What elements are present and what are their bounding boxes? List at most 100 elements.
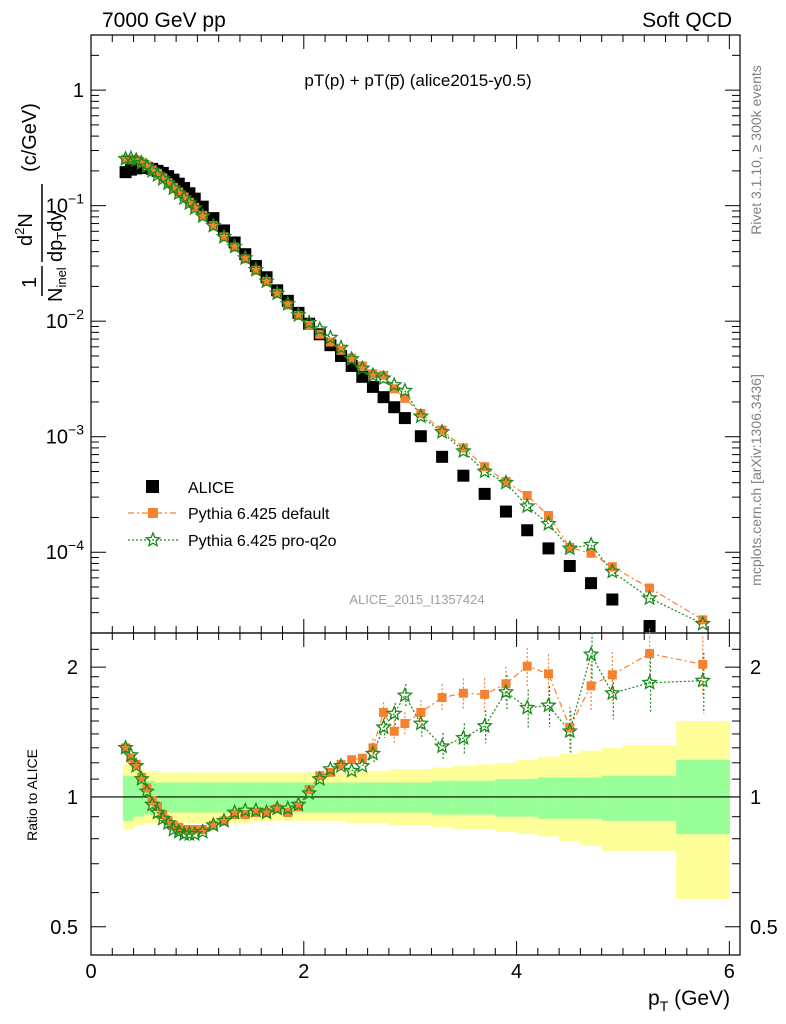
proq2o-point: [540, 515, 557, 531]
proq2o-point: [364, 366, 382, 383]
ratio-y-tick-label-right: 1: [750, 787, 761, 809]
default-point: [198, 210, 208, 220]
uncertainty-band-inner: [176, 782, 188, 813]
proq2o-ratio-point: [343, 762, 360, 778]
default-ratio-point: [522, 661, 532, 671]
default-point: [607, 562, 617, 572]
proq2o-ratio-point: [127, 757, 145, 773]
default-point: [142, 161, 152, 171]
default-point: [293, 310, 303, 320]
proq2o-point: [268, 284, 286, 301]
proq2o-ratio-point: [170, 823, 188, 839]
x-tick-label: 6: [724, 961, 735, 983]
alice-point: [414, 430, 427, 443]
proq2o-point: [433, 423, 451, 439]
default-ratio-point: [379, 707, 389, 717]
proq2o-point: [694, 615, 712, 631]
default-point: [645, 583, 655, 593]
proq2o-point: [215, 228, 233, 244]
uncertainty-band-inner: [197, 782, 209, 813]
x-tick-label: 4: [511, 961, 522, 983]
default-ratio-point: [437, 693, 447, 703]
y-tick-label: 10−4: [46, 537, 84, 564]
proq2o-ratio-point: [582, 645, 600, 662]
default-ratio-point: [698, 659, 708, 669]
default-ratio-point: [163, 816, 173, 826]
proq2o-ratio-point: [165, 820, 182, 837]
proq2o-point: [194, 207, 211, 224]
uncertainty-band-inner: [186, 782, 198, 813]
default-ratio-point: [293, 802, 303, 812]
proq2o-point: [279, 295, 297, 311]
proq2o-ratio-point: [561, 722, 579, 739]
proq2o-point: [122, 149, 140, 166]
proq2o-ratio-point: [247, 801, 265, 818]
proq2o-ratio-point: [694, 672, 712, 688]
default-ratio-point: [565, 722, 575, 732]
uncertainty-band-inner: [580, 777, 603, 819]
default-point: [163, 178, 173, 188]
main-panel: 10−4 10−3 10−2 10−1 1: [46, 34, 741, 955]
proq2o-point: [412, 407, 430, 424]
proq2o-point: [497, 474, 515, 490]
legend-marker-proq2o: [144, 531, 162, 548]
uncertainty-band-inner: [346, 782, 358, 813]
default-ratio-point: [142, 783, 152, 793]
ratio-y-tick-label: 0.5: [50, 917, 78, 939]
default-ratio-point: [304, 785, 314, 795]
default-ratio-point: [168, 820, 178, 830]
alice-point: [398, 412, 411, 425]
default-ratio-point: [184, 825, 194, 835]
proq2o-point: [186, 199, 203, 216]
proq2o-ratio-point: [476, 717, 493, 734]
proq2o-ratio-point: [138, 782, 156, 799]
proq2o-ratio-point: [122, 746, 140, 763]
default-ratio-point: [240, 810, 250, 820]
default-point: [565, 542, 575, 552]
alice-point: [563, 560, 576, 573]
uncertainty-band-inner: [218, 782, 230, 813]
default-point: [168, 182, 178, 192]
uncertainty-band-inner: [495, 779, 518, 817]
legend-label: Pythia 6.425 default: [188, 506, 330, 523]
default-point: [131, 155, 141, 165]
default-ratio-point: [480, 689, 490, 699]
proq2o-ratio-point: [205, 816, 222, 833]
default-point: [190, 202, 200, 212]
default-ratio-point: [272, 804, 282, 814]
proq2o-ratio-point: [215, 812, 233, 828]
default-point: [357, 361, 367, 371]
proq2o-ratio-point: [133, 770, 150, 787]
uncertainty-band-inner: [388, 782, 401, 813]
proq2o-ratio-point: [332, 757, 350, 773]
analysis-watermark: ALICE_2015_I1357424: [349, 592, 484, 607]
svg-text:Ninel dpTdy: Ninel dpTdy: [45, 211, 71, 302]
proq2o-point: [455, 442, 472, 459]
default-point: [698, 615, 708, 625]
header-right: Soft QCD: [642, 9, 732, 32]
legend-label: Pythia 6.425 pro-q2o: [188, 533, 337, 550]
proq2o-ratio-point: [604, 684, 621, 701]
default-point: [347, 353, 357, 363]
proq2o-ratio-point: [518, 699, 536, 715]
default-ratio-point: [158, 810, 168, 820]
uncertainty-band-inner: [250, 782, 262, 813]
proq2o-ratio-point: [322, 760, 339, 777]
uncertainty-band-inner: [410, 782, 432, 813]
uncertainty-band-inner: [208, 782, 220, 813]
x-tick-label: 2: [298, 961, 309, 983]
proq2o-ratio-point: [641, 674, 658, 690]
side-label-mcplots: mcplots.cern.ch [arXiv:1306.3436]: [748, 374, 764, 586]
uncertainty-band-inner: [133, 779, 145, 817]
y-tick-label: 10−2: [46, 306, 84, 333]
uncertainty-band-inner: [325, 782, 337, 813]
proq2o-point: [205, 217, 222, 233]
alice-point: [542, 542, 555, 555]
default-ratio-point: [147, 796, 157, 806]
default-point: [137, 158, 147, 168]
default-ratio-point: [131, 759, 141, 769]
default-point: [283, 300, 293, 310]
default-point: [240, 254, 250, 264]
proq2o-point: [396, 382, 414, 398]
uncertainty-band-inner: [452, 780, 475, 815]
